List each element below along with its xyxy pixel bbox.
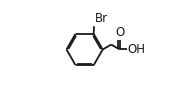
Text: OH: OH [127, 43, 145, 56]
Text: Br: Br [94, 12, 108, 25]
Text: O: O [115, 26, 124, 39]
